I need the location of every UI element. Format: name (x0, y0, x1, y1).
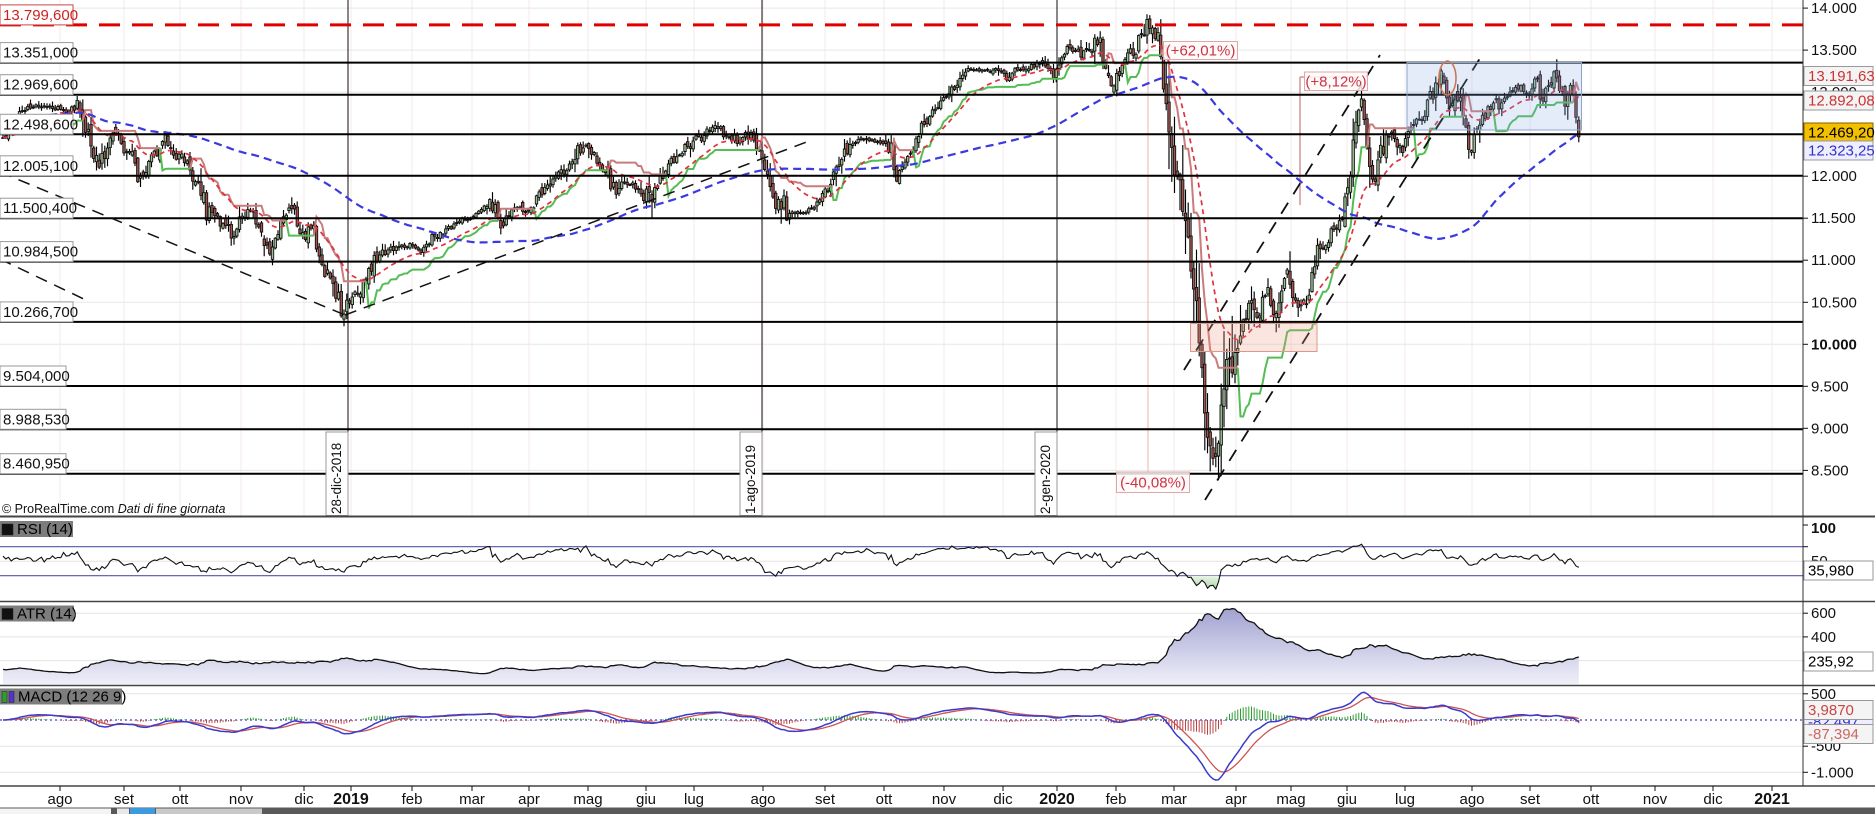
svg-text:-87,394: -87,394 (1808, 726, 1859, 743)
svg-text:apr: apr (518, 791, 540, 808)
svg-text:11.500: 11.500 (1811, 210, 1856, 227)
svg-text:600: 600 (1811, 605, 1836, 622)
svg-text:mar: mar (1161, 791, 1187, 808)
svg-text:ago: ago (750, 791, 775, 808)
svg-text:13.799,600: 13.799,600 (3, 7, 78, 24)
svg-text:mag: mag (1276, 791, 1305, 808)
svg-text:9.500: 9.500 (1811, 378, 1849, 395)
svg-text:12.323,25: 12.323,25 (1808, 143, 1875, 160)
svg-text:12.498,600: 12.498,600 (3, 116, 78, 133)
svg-text:2-gen-2020: 2-gen-2020 (1038, 445, 1053, 514)
svg-text:8.460,950: 8.460,950 (3, 456, 70, 473)
svg-text:235,92: 235,92 (1808, 654, 1854, 671)
svg-text:(+8,12%): (+8,12%) (1305, 73, 1366, 90)
svg-text:-1.000: -1.000 (1811, 764, 1854, 781)
svg-text:12.892,08: 12.892,08 (1808, 93, 1875, 110)
svg-text:100: 100 (1811, 520, 1836, 537)
svg-text:feb: feb (1106, 791, 1127, 808)
svg-text:2021: 2021 (1754, 791, 1790, 808)
svg-text:mar: mar (459, 791, 485, 808)
svg-text:giu: giu (1337, 791, 1357, 808)
svg-text:13.500: 13.500 (1811, 42, 1857, 59)
svg-text:ago: ago (1459, 791, 1484, 808)
svg-text:13.191,63: 13.191,63 (1808, 68, 1875, 85)
svg-text:set: set (815, 791, 836, 808)
svg-text:set: set (1520, 791, 1541, 808)
svg-text:dic: dic (294, 791, 314, 808)
svg-text:12.969,600: 12.969,600 (3, 77, 78, 94)
svg-text:MACD (12 26 9): MACD (12 26 9) (18, 689, 126, 706)
svg-text:10.500: 10.500 (1811, 294, 1857, 311)
svg-text:apr: apr (1225, 791, 1247, 808)
svg-text:12.469,20: 12.469,20 (1808, 125, 1875, 142)
svg-text:14.000: 14.000 (1811, 0, 1857, 17)
svg-text:10.000: 10.000 (1811, 336, 1857, 353)
svg-text:RSI (14): RSI (14) (17, 521, 73, 538)
svg-text:12.005,100: 12.005,100 (3, 158, 78, 175)
svg-text:11.500,400: 11.500,400 (3, 200, 77, 217)
svg-text:10.984,500: 10.984,500 (3, 244, 78, 261)
svg-text:2020: 2020 (1039, 791, 1075, 808)
svg-text:3,9870: 3,9870 (1808, 702, 1854, 719)
svg-text:nov: nov (1643, 791, 1668, 808)
svg-text:ATR (14): ATR (14) (17, 606, 77, 623)
svg-text:8.500: 8.500 (1811, 462, 1849, 479)
svg-text:set: set (114, 791, 135, 808)
svg-text:giu: giu (636, 791, 656, 808)
svg-text:13.351,000: 13.351,000 (3, 45, 78, 62)
svg-text:ago: ago (47, 791, 72, 808)
svg-text:dic: dic (1703, 791, 1723, 808)
svg-text:28-dic-2018: 28-dic-2018 (329, 443, 344, 514)
svg-text:feb: feb (402, 791, 423, 808)
svg-text:8.988,530: 8.988,530 (3, 411, 70, 428)
svg-text:lug: lug (684, 791, 704, 808)
svg-text:nov: nov (932, 791, 957, 808)
svg-text:500: 500 (1811, 686, 1836, 703)
svg-text:ott: ott (172, 791, 190, 808)
svg-text:9.504,000: 9.504,000 (3, 368, 70, 385)
svg-text:12.000: 12.000 (1811, 168, 1857, 185)
svg-text:nov: nov (229, 791, 254, 808)
svg-text:dic: dic (993, 791, 1013, 808)
svg-text:© ProRealTime.com Dati di fine: © ProRealTime.com Dati di fine giornata (2, 502, 225, 516)
svg-text:lug: lug (1395, 791, 1415, 808)
svg-text:ott: ott (876, 791, 894, 808)
svg-text:1-ago-2019: 1-ago-2019 (743, 445, 758, 514)
svg-text:9.000: 9.000 (1811, 420, 1849, 437)
svg-text:(+62,01%): (+62,01%) (1166, 43, 1236, 60)
svg-text:ott: ott (1583, 791, 1601, 808)
svg-text:11.000: 11.000 (1811, 252, 1856, 269)
svg-text:400: 400 (1811, 629, 1836, 646)
svg-text:(-40,08%): (-40,08%) (1120, 474, 1186, 491)
svg-text:2019: 2019 (333, 791, 369, 808)
svg-text:mag: mag (573, 791, 602, 808)
svg-text:35,980: 35,980 (1808, 563, 1854, 580)
svg-text:10.266,700: 10.266,700 (3, 304, 78, 321)
